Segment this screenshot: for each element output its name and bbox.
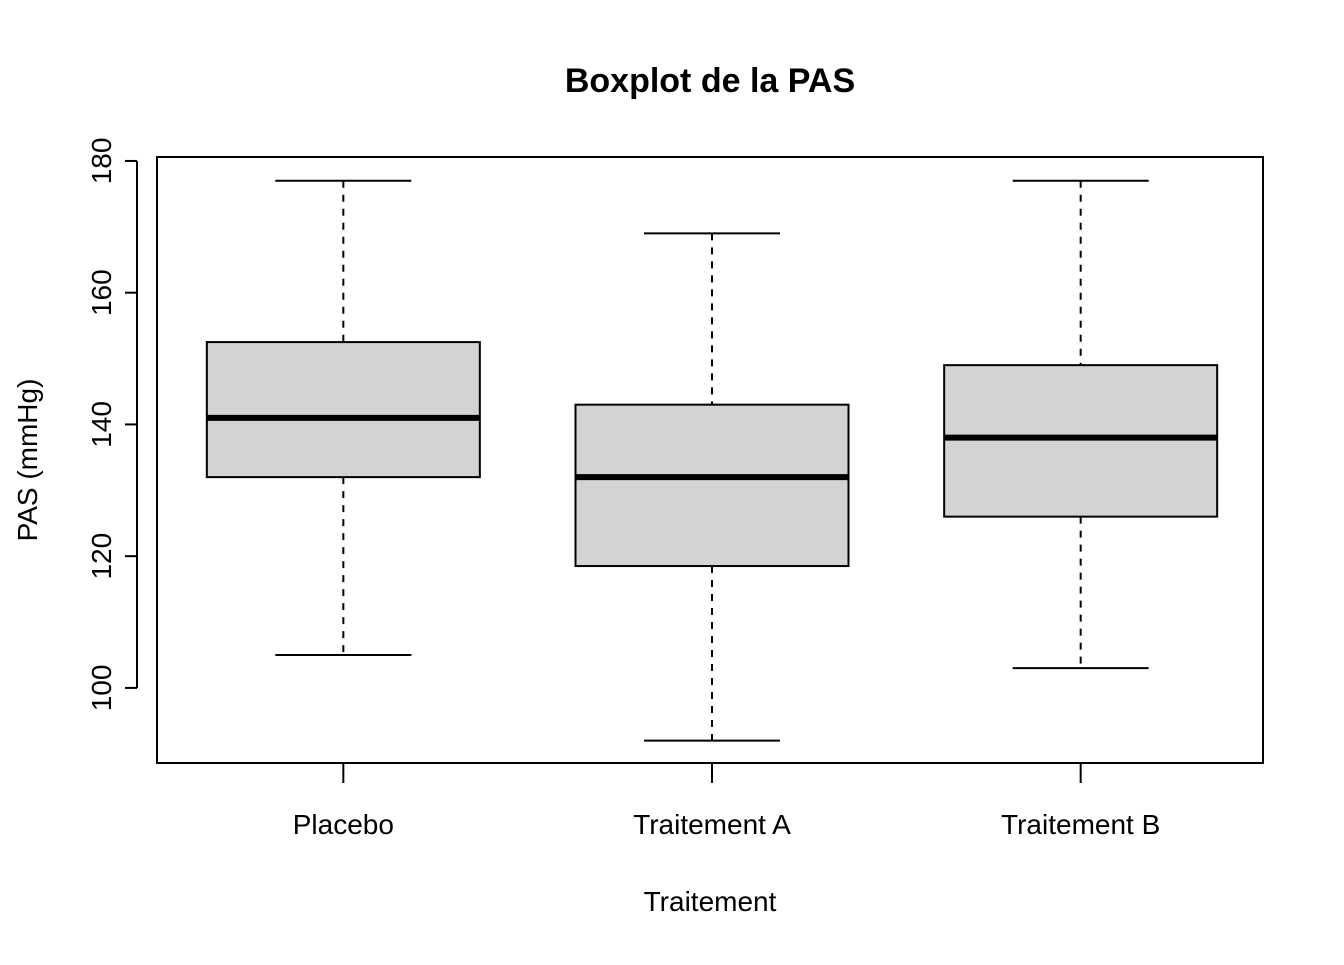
iqr-box [574,403,850,568]
y-tick-label: 100 [86,665,117,712]
iqr-box [205,341,481,479]
y-tick-label: 120 [86,533,117,580]
y-tick-label: 180 [86,138,117,185]
x-axis: Placebo Traitement A Traitement B [293,763,1160,840]
box-3 [943,179,1219,670]
x-axis-label: Traitement [644,886,777,917]
x-tick-label: Traitement B [1001,809,1160,840]
y-axis-label: PAS (mmHg) [12,379,43,542]
plot-frame [156,156,1264,764]
boxes-group [205,179,1219,742]
y-axis: 100 120 140 160 180 [86,138,138,712]
box-1 [205,179,481,656]
y-tick-label: 140 [86,401,117,448]
iqr-box [943,364,1219,518]
x-tick-label: Traitement A [633,809,791,840]
box-2 [574,232,850,742]
chart-title: Boxplot de la PAS [565,62,855,100]
x-tick-label: Placebo [293,809,394,840]
y-tick-label: 160 [86,269,117,316]
